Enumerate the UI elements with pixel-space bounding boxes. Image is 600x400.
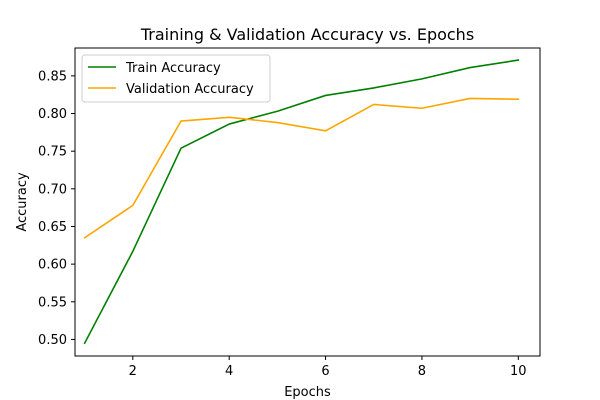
y-tick-label: 0.65: [38, 220, 67, 235]
x-tick-label: 4: [225, 364, 233, 379]
y-tick-label: 0.75: [38, 145, 67, 160]
x-tick-label: 6: [321, 364, 329, 379]
x-tick-label: 2: [129, 364, 137, 379]
y-axis-ticks: 0.50 0.55 0.60 0.65 0.70 0.75 0.80 0.85: [38, 69, 75, 348]
plot-area-frame: [74, 47, 541, 357]
x-axis-label: Epochs: [284, 385, 331, 400]
x-axis-ticks: 2 4 6 8 10: [129, 356, 527, 379]
legend-label-train: Train Accuracy: [125, 61, 221, 76]
y-tick-label: 0.60: [38, 258, 67, 273]
legend-label-validation: Validation Accuracy: [126, 82, 254, 97]
chart-title: Training & Validation Accuracy vs. Epoch…: [140, 25, 474, 44]
x-tick-label: 8: [418, 364, 426, 379]
y-tick-label: 0.55: [38, 295, 67, 310]
y-tick-label: 0.85: [38, 69, 67, 84]
legend-frame: [81, 54, 271, 103]
legend: Train Accuracy Validation Accuracy: [81, 54, 271, 103]
series-layer: [83, 59, 520, 345]
series-line-train-accuracy: [83, 59, 520, 345]
x-tick-label: 10: [510, 364, 527, 379]
y-tick-label: 0.80: [38, 107, 67, 122]
y-tick-label: 0.50: [38, 333, 67, 348]
series-line-validation-accuracy: [83, 97, 520, 239]
y-axis-label: Accuracy: [15, 172, 30, 232]
y-tick-label: 0.70: [38, 182, 67, 197]
